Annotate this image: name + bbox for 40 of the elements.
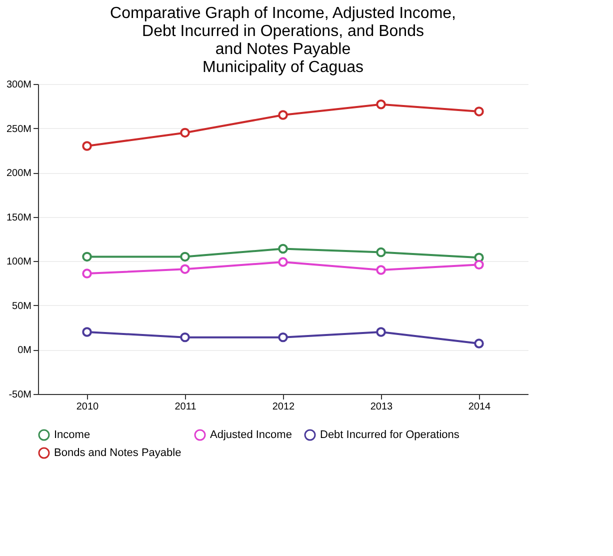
x-tick-label: 2013 — [370, 402, 394, 412]
legend-label: Debt Incurred for Operations — [320, 429, 460, 441]
point — [82, 252, 92, 262]
point — [278, 110, 288, 120]
x-tick-label: 2011 — [174, 402, 197, 412]
point — [180, 264, 190, 274]
y-tick-label: -50M — [8, 390, 32, 400]
point — [82, 141, 92, 151]
x-tick-label: 2012 — [272, 402, 296, 412]
x-tick-label: 2010 — [76, 402, 100, 412]
text: Comparative Graph of Income, Adjusted Income, — [110, 5, 456, 22]
text: Municipality of Caguas — [202, 59, 364, 76]
legend-label: Adjusted Income — [210, 429, 292, 441]
point — [278, 257, 288, 267]
legend-label: Income — [54, 429, 90, 441]
point — [474, 106, 484, 116]
point — [376, 265, 386, 275]
x-tick-label: 2014 — [468, 402, 492, 412]
point — [82, 327, 92, 337]
y-tick-label: 200M — [6, 168, 32, 180]
point — [180, 252, 190, 262]
point — [376, 247, 386, 258]
legend-label: Bonds and Notes Payable — [54, 447, 182, 459]
text: Debt Incurred in Operations, and Bonds — [142, 23, 424, 40]
y-tick-label: 300M — [6, 80, 32, 90]
y-tick-label: 150M — [6, 212, 32, 224]
y-tick-label: 250M — [6, 124, 32, 135]
point — [180, 128, 190, 138]
text: and Notes Payable — [215, 41, 351, 58]
y-tick-label: 0M — [18, 345, 32, 356]
point — [278, 332, 288, 342]
point — [376, 100, 386, 110]
y-tick-label: 100M — [6, 256, 32, 268]
point — [278, 244, 288, 254]
point — [376, 327, 386, 337]
y-tick-label: 50M — [12, 300, 32, 312]
point — [180, 332, 190, 342]
point — [474, 338, 484, 348]
point — [474, 260, 484, 270]
point — [82, 268, 92, 278]
